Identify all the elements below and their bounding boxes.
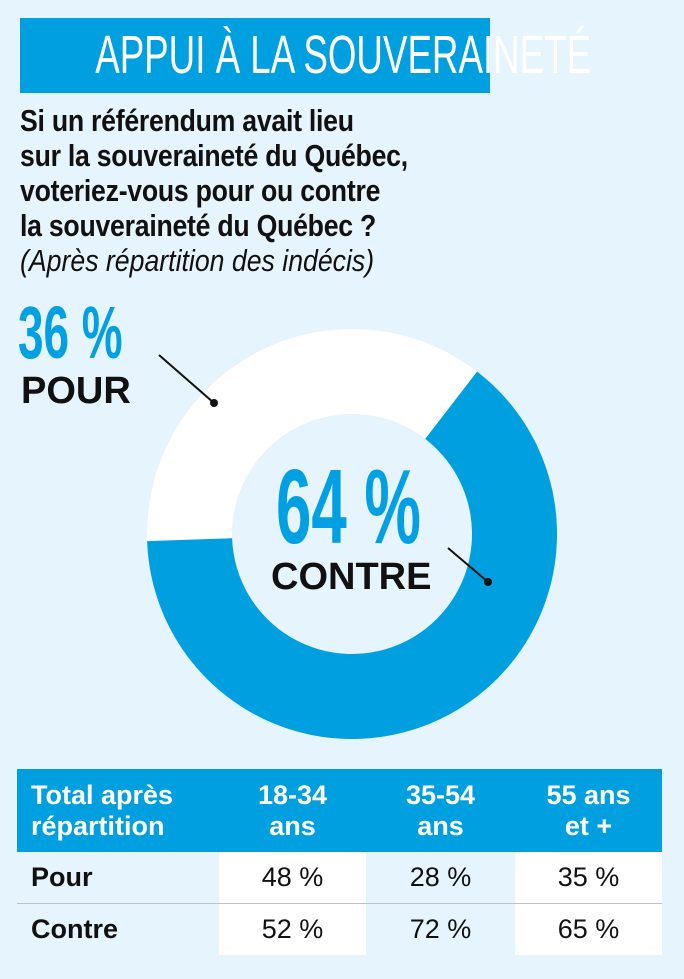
contre-percentage: 64 % (276, 448, 421, 566)
cell-pour-18-34: 48 % (219, 852, 366, 904)
column-gap (513, 852, 515, 904)
question-line: sur la souveraineté du Québec, (20, 138, 408, 173)
column-gap (513, 904, 515, 955)
contre-label: CONTRE (271, 556, 432, 598)
donut-segment-pour (147, 328, 478, 542)
header-line: ans (417, 810, 464, 841)
column-gap (217, 852, 219, 904)
contre-leader-dot (484, 578, 492, 586)
header-line: Total après (31, 779, 174, 810)
table-row: Contre 52 % 72 % 65 % (17, 904, 662, 955)
header-line: 18-34 (257, 779, 328, 810)
column-gap (366, 769, 368, 852)
table-header-35-54: 35-54 ans (368, 769, 513, 852)
pour-label: POUR (21, 370, 131, 412)
table-header-total: Total après répartition (17, 769, 217, 852)
question-text: Si un référendum avait lieu sur la souve… (20, 103, 620, 279)
question-line: la souveraineté du Québec ? (20, 208, 377, 243)
column-gap (366, 852, 368, 904)
table-row: Pour 48 % 28 % 35 % (17, 852, 662, 904)
header-line: répartition (31, 810, 165, 841)
pour-percentage: 36 % (18, 291, 123, 374)
cell-pour-35-54: 28 % (368, 852, 513, 904)
header-line: 55 ans (546, 779, 631, 810)
cell-contre-55-plus: 65 % (515, 904, 662, 955)
question-line: Si un référendum avait lieu (20, 103, 354, 138)
age-breakdown-table: Total après répartition 18-34 ans 35-54 … (17, 769, 662, 955)
contre-leader-line (447, 547, 489, 583)
pour-leader-line (158, 354, 215, 404)
row-label-contre: Contre (31, 914, 118, 944)
table-header-55-plus: 55 ans et + (515, 769, 662, 852)
header-line: 35-54 (405, 779, 476, 810)
column-gap (366, 904, 368, 955)
table-header-18-34: 18-34 ans (219, 769, 366, 852)
row-label-pour: Pour (17, 852, 217, 904)
header-line: ans (269, 810, 316, 841)
table-header-row: Total après répartition 18-34 ans 35-54 … (17, 769, 662, 852)
cell-contre-18-34: 52 % (219, 904, 366, 955)
column-gap (217, 769, 219, 852)
question-note: (Après répartition des indécis) (20, 243, 375, 278)
question-line: voteriez-vous pour ou contre (20, 173, 381, 208)
donut-segment-contre (147, 371, 557, 739)
pour-leader-dot (210, 399, 218, 407)
header-line: et + (564, 810, 613, 841)
cell-pour-55-plus: 35 % (515, 852, 662, 904)
column-gap (217, 904, 219, 955)
column-gap (513, 769, 515, 852)
cell-contre-35-54: 72 % (409, 914, 472, 944)
